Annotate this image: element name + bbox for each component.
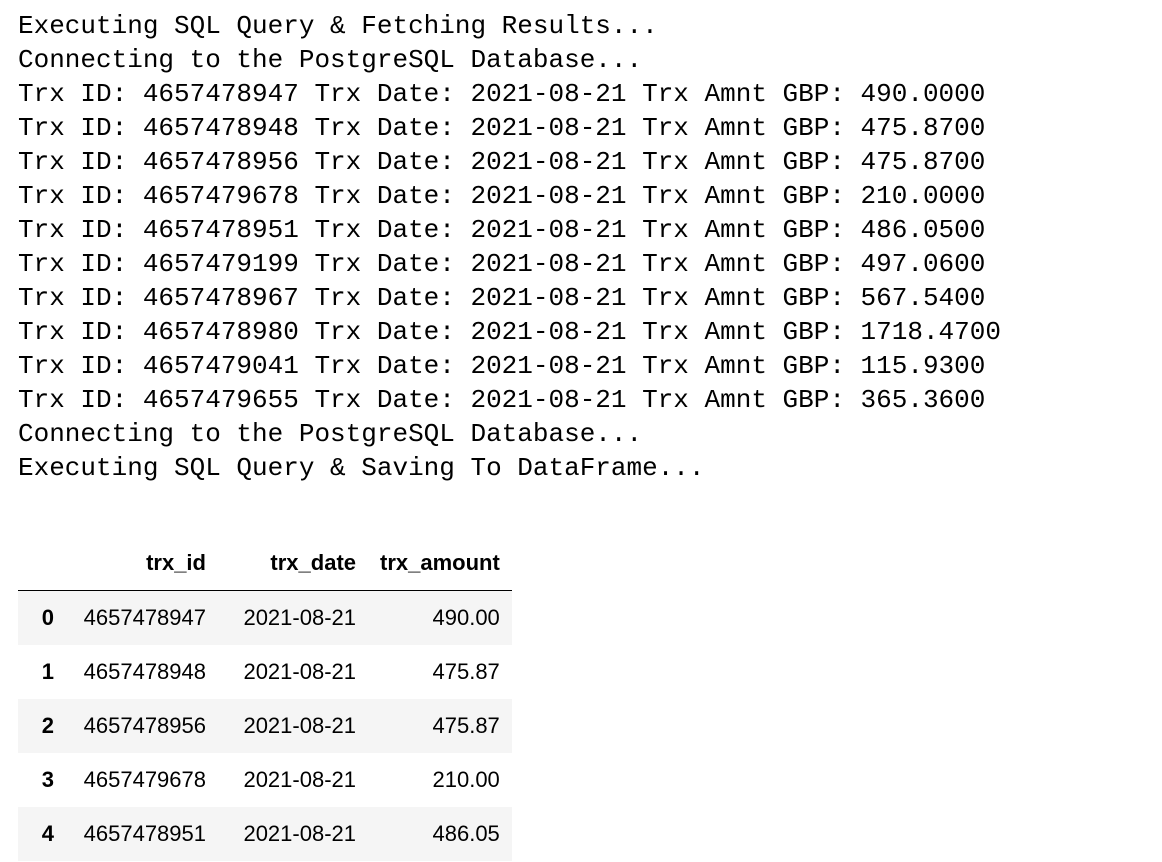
cell-trx-id: 4657478951 [83, 821, 206, 846]
header-row: trx_id trx_date trx_amount [18, 536, 512, 591]
cell-trx-date: 2021-08-21 [243, 713, 356, 738]
cell-trx-date: 2021-08-21 [243, 605, 356, 630]
stdout-line: Trx ID: 4657478956 Trx Date: 2021-08-21 … [18, 147, 986, 177]
cell-trx-amount: 475.87 [432, 659, 500, 684]
dataframe-table: trx_id trx_date trx_amount 0 4657478947 … [18, 536, 512, 861]
stdout-line: Connecting to the PostgreSQL Database... [18, 45, 643, 75]
dataframe-body: 0 4657478947 2021-08-21 490.00 1 4657478… [18, 590, 512, 861]
stdout-line: Trx ID: 4657478951 Trx Date: 2021-08-21 … [18, 215, 986, 245]
table-row: 3 4657479678 2021-08-21 210.00 [18, 753, 512, 807]
stdout-line: Trx ID: 4657479678 Trx Date: 2021-08-21 … [18, 181, 986, 211]
table-row: 0 4657478947 2021-08-21 490.00 [18, 590, 512, 645]
column-header-trx-amount: trx_amount [368, 536, 512, 591]
stdout-line: Trx ID: 4657478980 Trx Date: 2021-08-21 … [18, 317, 1001, 347]
column-header-trx-id: trx_id [56, 536, 218, 591]
stdout-line: Trx ID: 4657479655 Trx Date: 2021-08-21 … [18, 385, 986, 415]
stdout-line: Executing SQL Query & Fetching Results..… [18, 11, 658, 41]
dataframe-header: trx_id trx_date trx_amount [18, 536, 512, 591]
stdout-line: Connecting to the PostgreSQL Database... [18, 419, 643, 449]
cell-output-stdout: Executing SQL Query & Fetching Results..… [18, 9, 1001, 485]
cell-trx-id: 4657478948 [83, 659, 206, 684]
column-header-trx-date: trx_date [218, 536, 368, 591]
cell-trx-id: 4657478947 [83, 605, 206, 630]
cell-trx-date: 2021-08-21 [243, 821, 356, 846]
cell-trx-id: 4657478956 [83, 713, 206, 738]
cell-trx-date: 2021-08-21 [243, 659, 356, 684]
stdout-line: Trx ID: 4657479041 Trx Date: 2021-08-21 … [18, 351, 986, 381]
stdout-line: Trx ID: 4657478967 Trx Date: 2021-08-21 … [18, 283, 986, 313]
row-index: 1 [41, 659, 54, 684]
cell-trx-id: 4657479678 [83, 767, 206, 792]
row-index: 2 [41, 713, 54, 738]
stdout-line: Executing SQL Query & Saving To DataFram… [18, 453, 705, 483]
row-index: 0 [41, 605, 54, 630]
cell-trx-amount: 475.87 [432, 713, 500, 738]
table-row: 1 4657478948 2021-08-21 475.87 [18, 645, 512, 699]
row-index: 3 [41, 767, 54, 792]
stdout-line: Trx ID: 4657478948 Trx Date: 2021-08-21 … [18, 113, 986, 143]
table-row: 4 4657478951 2021-08-21 486.05 [18, 807, 512, 861]
index-header [18, 536, 56, 591]
row-index: 4 [41, 821, 54, 846]
table-row: 2 4657478956 2021-08-21 475.87 [18, 699, 512, 753]
cell-trx-amount: 210.00 [432, 767, 500, 792]
stdout-line: Trx ID: 4657478947 Trx Date: 2021-08-21 … [18, 79, 986, 109]
cell-trx-date: 2021-08-21 [243, 767, 356, 792]
stdout-line: Trx ID: 4657479199 Trx Date: 2021-08-21 … [18, 249, 986, 279]
cell-trx-amount: 486.05 [432, 821, 500, 846]
cell-trx-amount: 490.00 [432, 605, 500, 630]
